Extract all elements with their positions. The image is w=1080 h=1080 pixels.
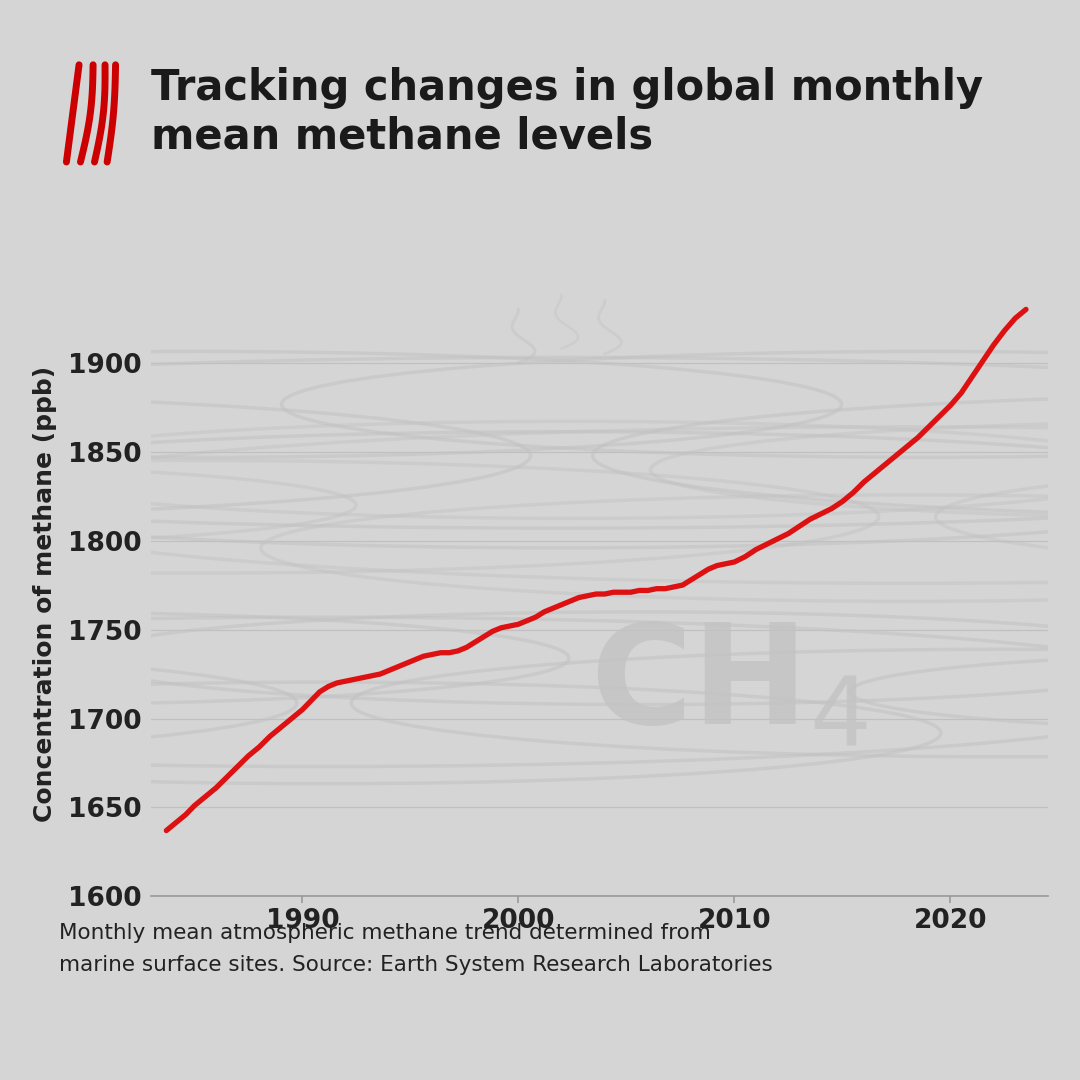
Text: mean methane levels: mean methane levels xyxy=(151,116,653,158)
Y-axis label: Concentration of methane (ppb): Concentration of methane (ppb) xyxy=(32,366,57,822)
Text: Tracking changes in global monthly: Tracking changes in global monthly xyxy=(151,67,983,109)
Text: Monthly mean atmospheric methane trend determined from
marine surface sites. Sou: Monthly mean atmospheric methane trend d… xyxy=(59,923,773,974)
Text: CH$_4$: CH$_4$ xyxy=(591,617,868,752)
